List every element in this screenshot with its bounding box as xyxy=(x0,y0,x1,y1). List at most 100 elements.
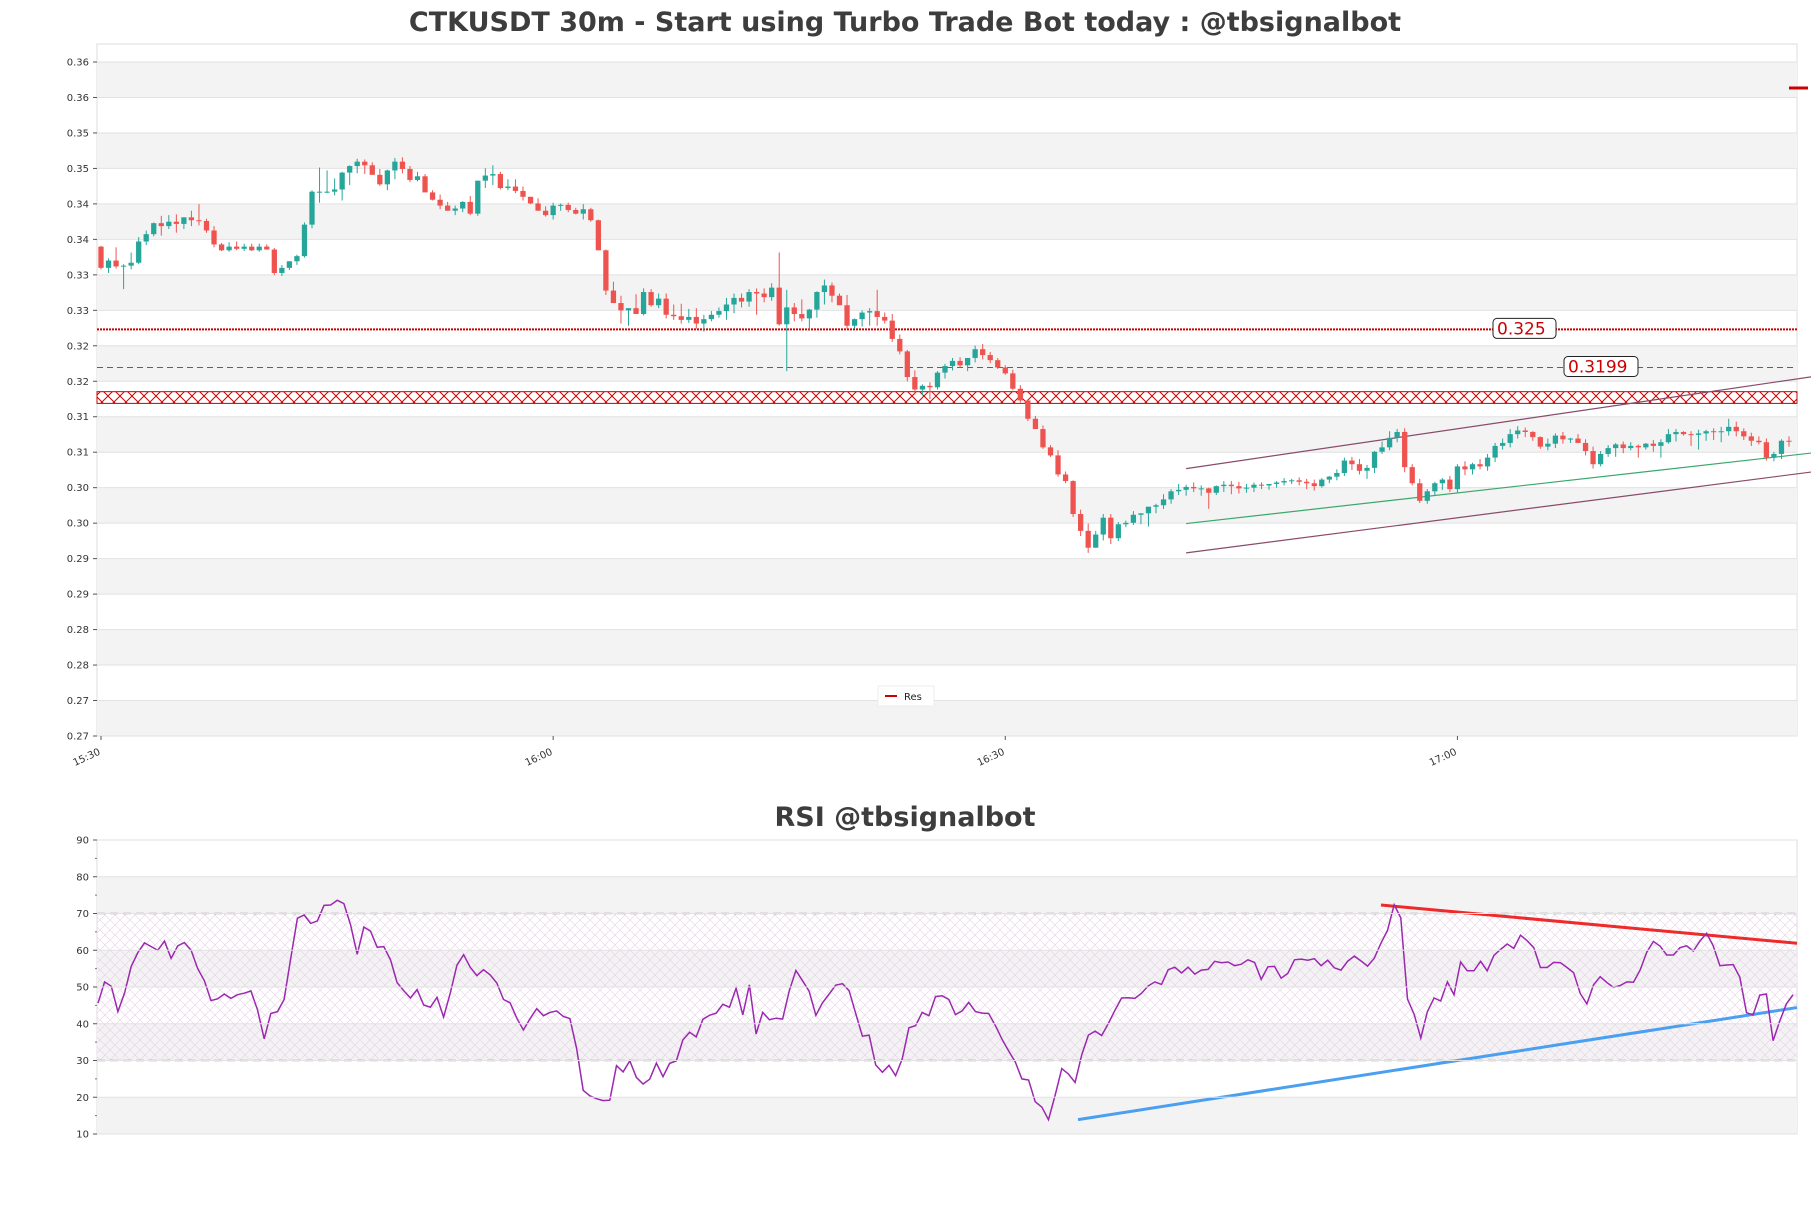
candle-body xyxy=(158,223,164,227)
candle-body xyxy=(354,161,360,167)
candle-body xyxy=(1650,443,1656,446)
candle-body xyxy=(1168,491,1174,500)
candle-body xyxy=(1726,426,1732,432)
candle-body xyxy=(769,287,775,298)
candle-body xyxy=(1741,431,1747,437)
candle-body xyxy=(1613,444,1619,449)
price-y-tick-label: 0.35 xyxy=(67,128,89,139)
candle-body xyxy=(1213,486,1219,493)
candle-body xyxy=(1356,464,1363,471)
candle-body xyxy=(1417,483,1423,501)
candle-body xyxy=(203,220,210,231)
candle-body xyxy=(1680,431,1687,435)
candle-body xyxy=(716,311,722,315)
rsi-series xyxy=(97,899,1794,1122)
candle-body xyxy=(520,190,526,197)
legend: Res xyxy=(877,685,935,707)
candle-body xyxy=(1605,448,1611,454)
candle-body xyxy=(1658,442,1664,446)
candles xyxy=(98,157,1792,553)
candle-body xyxy=(196,220,202,222)
candle-body xyxy=(173,221,179,224)
candle-body xyxy=(1560,435,1566,440)
price-band xyxy=(97,345,1797,382)
candle-body xyxy=(301,224,308,257)
candle-body xyxy=(1183,486,1189,490)
candle-body xyxy=(1718,431,1724,433)
candle-body xyxy=(1138,513,1144,515)
candle-body xyxy=(701,319,707,324)
price-gridlines xyxy=(97,61,1797,737)
candle-body xyxy=(241,246,247,249)
candle-body xyxy=(889,320,895,339)
candle-body xyxy=(445,205,451,211)
candle-body xyxy=(995,360,1001,368)
candle-body xyxy=(136,241,142,263)
candle-body xyxy=(1334,472,1340,477)
price-y-tick-label: 0.27 xyxy=(67,696,89,707)
candle-body xyxy=(1447,479,1453,490)
rsi-chart-title: RSI @tbsignalbot xyxy=(774,802,1035,833)
candle-body xyxy=(1010,373,1016,389)
price-bands xyxy=(96,43,1798,737)
price-y-tick-label: 0.34 xyxy=(67,235,89,246)
candle-body xyxy=(867,311,873,313)
level-label-box xyxy=(1563,355,1639,377)
candle-body xyxy=(1017,388,1023,401)
candle-body xyxy=(776,287,782,325)
candle-body xyxy=(120,265,127,267)
candle-body xyxy=(1070,481,1076,515)
candle-body xyxy=(1371,451,1378,468)
candle-body xyxy=(1115,524,1121,539)
candle-body xyxy=(1304,481,1310,484)
candle-body xyxy=(429,192,436,200)
candle-body xyxy=(1266,483,1272,486)
candle-body xyxy=(1191,486,1197,489)
rsi-trendlines xyxy=(1077,903,1798,1122)
candle-body xyxy=(746,292,752,302)
candle-body xyxy=(799,314,805,319)
candle-body xyxy=(1123,522,1129,525)
candle-body xyxy=(678,316,684,320)
candle-body xyxy=(1402,431,1408,468)
candle-body xyxy=(1394,431,1400,438)
candle-body xyxy=(927,385,933,388)
candle-body xyxy=(1477,464,1483,467)
rsi-y-tick-label: 90 xyxy=(76,836,89,847)
candle-body xyxy=(882,316,888,321)
candle-body xyxy=(904,351,910,378)
candle-body xyxy=(384,170,390,185)
candle-body xyxy=(1454,466,1461,490)
rsi-y-tick-label: 20 xyxy=(76,1093,89,1104)
candle-body xyxy=(1040,429,1046,448)
candle-body xyxy=(761,293,767,298)
candle-body xyxy=(1409,467,1415,484)
candle-body xyxy=(603,250,609,291)
candle-body xyxy=(1100,517,1106,535)
candle-body xyxy=(919,385,926,390)
candle-body xyxy=(1590,451,1596,465)
price-y-tick-label: 0.27 xyxy=(67,732,89,743)
candle-body xyxy=(1243,487,1250,489)
candle-body xyxy=(1786,440,1792,442)
candle-body xyxy=(1424,491,1430,501)
candle-body xyxy=(1469,464,1476,470)
candle-body xyxy=(437,199,443,206)
candle-body xyxy=(656,298,662,306)
candle-body xyxy=(218,244,225,251)
price-x-tick-label: 15:30 xyxy=(71,747,102,769)
candle-body xyxy=(256,246,262,251)
price-band xyxy=(97,416,1797,453)
price-y-tick-label: 0.33 xyxy=(67,306,89,317)
candle-body xyxy=(980,349,986,356)
legend-box xyxy=(877,685,935,707)
candle-body xyxy=(1673,431,1679,435)
candle-body xyxy=(1206,488,1212,493)
candle-body xyxy=(286,261,293,268)
candle-body xyxy=(422,176,428,193)
candle-body xyxy=(1130,514,1137,523)
candle-body xyxy=(610,290,617,304)
candle-body xyxy=(1108,517,1114,539)
price-y-tick-label: 0.36 xyxy=(67,93,89,104)
candle-body xyxy=(1763,442,1770,458)
